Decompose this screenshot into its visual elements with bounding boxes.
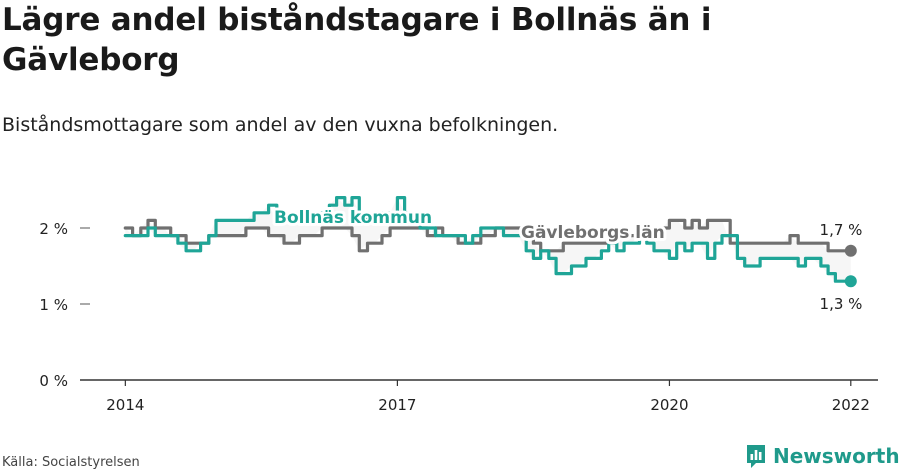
y-tick-label: 1 %: [39, 296, 68, 314]
end-point-bollnas: [844, 275, 857, 288]
series-label-bollnas-halo: Bollnäs kommun: [274, 208, 432, 228]
chart-subtitle: Biståndsmottagare som andel av den vuxna…: [2, 114, 559, 136]
x-tick-label: 2014: [106, 396, 144, 414]
newsworthy-logo-icon: [747, 445, 765, 468]
series-gap-band: [125, 197, 851, 282]
brand-logo: Newsworthy: [745, 442, 900, 470]
brand-name: Newsworthy: [773, 444, 900, 468]
series-label-gavleborg-halo: Gävleborgs län: [521, 223, 665, 243]
x-tick-label: 2020: [650, 396, 688, 414]
y-tick-label: 0 %: [39, 372, 68, 390]
x-tick-label: 2022: [832, 396, 870, 414]
series-line-bollnas: [123, 196, 853, 283]
series-label-bollnas: Bollnäs kommun: [274, 208, 432, 228]
end-label-gavleborg: 1,7 %: [820, 221, 863, 239]
end-point-gavleborg: [844, 244, 857, 257]
end-label-bollnas: 1,3 %: [820, 295, 863, 313]
series-label-gavleborg: Gävleborgs län: [521, 223, 665, 243]
x-tick-label: 2017: [378, 396, 416, 414]
source-note: Källa: Socialstyrelsen: [2, 455, 140, 470]
y-tick-label: 2 %: [39, 220, 68, 238]
chart-title: Lägre andel biståndstagare i Bollnäs än …: [2, 2, 712, 78]
